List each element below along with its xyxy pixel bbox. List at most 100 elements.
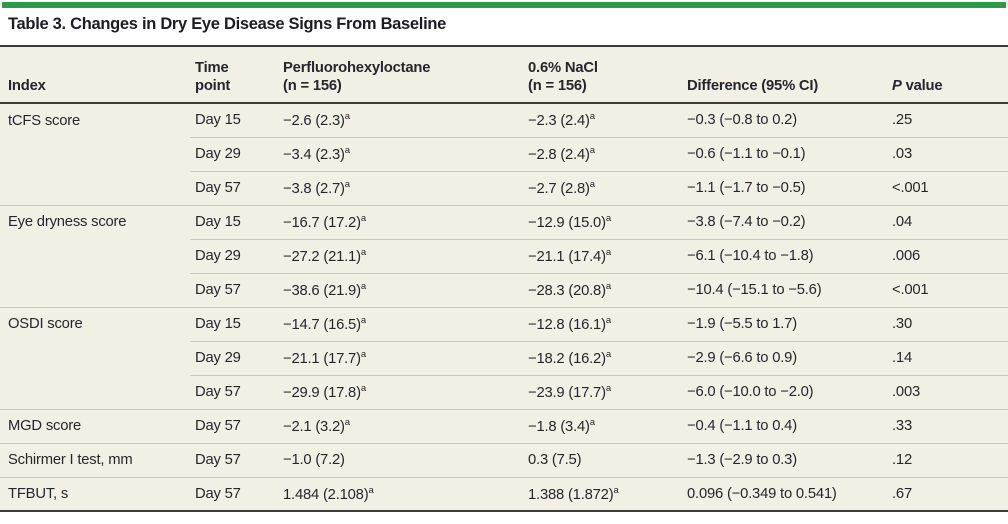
cell-nacl: −18.2 (16.2)a — [528, 340, 687, 375]
footnote-marker: a — [360, 281, 367, 293]
column-header-perfluorohexyloctane: Perfluorohexyloctane (n = 156) — [283, 47, 528, 104]
cell-index — [0, 171, 190, 205]
cell-index — [0, 239, 190, 273]
cell-p: <.001 — [892, 272, 1008, 307]
footnote-marker: a — [589, 417, 596, 429]
footnote-marker: a — [344, 145, 351, 157]
footnote-marker: a — [605, 247, 612, 259]
results-table: Index Time point Perfluorohexyloctane (n… — [0, 47, 1008, 512]
cell-index — [0, 375, 190, 409]
table-row: Day 29 −21.1 (17.7)a −18.2 (16.2)a −2.9 (−6… — [0, 340, 1008, 375]
cell-time: Day 15 — [190, 204, 283, 239]
cell-index — [0, 273, 190, 307]
footnote-marker: a — [344, 111, 351, 123]
accent-bar — [2, 2, 1006, 8]
cell-nacl: −2.7 (2.8)a — [528, 170, 687, 205]
table-row: TFBUT, s Day 57 1.484 (2.108)a 1.388 (1.872… — [0, 476, 1008, 511]
p-value-italic: P — [892, 77, 902, 94]
column-header-difference: Difference (95% CI) — [687, 47, 892, 104]
footnote-marker: a — [360, 213, 367, 225]
cell-nacl: −23.9 (17.7)a — [528, 374, 687, 409]
cell-p: .006 — [892, 238, 1008, 273]
footnote-marker: a — [368, 484, 374, 496]
table-row: Day 57 −3.8 (2.7)a −2.7 (2.8)a −1.1 (−1.7 t… — [0, 170, 1008, 205]
cell-p: .04 — [892, 204, 1008, 239]
cell-p: .30 — [892, 306, 1008, 341]
cell-p: <.001 — [892, 170, 1008, 205]
cell-index: OSDI score — [0, 306, 190, 341]
footnote-marker: a — [360, 315, 367, 327]
cell-nacl: −21.1 (17.4)a — [528, 238, 687, 273]
table-row: Eye dryness score Day 15 −16.7 (17.2)a −12.… — [0, 204, 1008, 239]
column-header-time-point: Time point — [190, 47, 283, 104]
cell-time: Day 29 — [190, 136, 283, 171]
cell-p: .14 — [892, 340, 1008, 375]
cell-index — [0, 341, 190, 375]
cell-time: Day 57 — [190, 170, 283, 205]
cell-index — [0, 137, 190, 171]
footnote-marker: a — [360, 383, 367, 395]
cell-p: .25 — [892, 112, 912, 129]
footnote-marker: a — [613, 484, 619, 496]
cell-diff: −3.8 (−7.4 to −0.2) — [687, 204, 892, 239]
table-row: tCFS score Day 15 −2.6 (2.3)a −2.3 (2.4)a −0… — [0, 103, 1008, 137]
footnote-marker: a — [605, 383, 612, 395]
cell-pfho: −2.6 (2.3)a — [283, 111, 351, 130]
cell-time: Day 57 — [190, 374, 283, 409]
cell-nacl: 0.3 (7.5) — [528, 442, 687, 477]
cell-pfho: −21.1 (17.7)a — [283, 340, 528, 375]
footnote-marker: a — [605, 315, 612, 327]
cell-diff: −0.6 (−1.1 to −0.1) — [687, 136, 892, 171]
cell-diff: −6.1 (−10.4 to −1.8) — [687, 238, 892, 273]
cell-pfho: −3.4 (2.3)a — [283, 136, 528, 171]
cell-time: Day 57 — [190, 476, 283, 511]
footnote-marker: a — [360, 247, 367, 259]
p-value-rest: value — [901, 77, 943, 94]
cell-diff: −1.9 (−5.5 to 1.7) — [687, 306, 892, 341]
cell-p: .03 — [892, 136, 1008, 171]
table-row: Day 29 −3.4 (2.3)a −2.8 (2.4)a −0.6 (−1.1 t… — [0, 136, 1008, 171]
cell-time: Day 15 — [195, 112, 241, 129]
cell-p: .67 — [892, 476, 1008, 511]
footnote-marker: a — [605, 281, 612, 293]
column-header-p-value: P value — [892, 47, 1008, 104]
cell-nacl: −2.3 (2.4)a — [528, 111, 596, 130]
cell-time: Day 29 — [190, 238, 283, 273]
cell-diff: −0.4 (−1.1 to 0.4) — [687, 408, 892, 443]
cell-p: .33 — [892, 408, 1008, 443]
cell-diff: −0.3 (−0.8 to 0.2) — [687, 112, 797, 129]
cell-diff: 0.096 (−0.349 to 0.541) — [687, 476, 892, 511]
cell-time: Day 57 — [190, 442, 283, 477]
footnote-marker: a — [344, 179, 351, 191]
cell-nacl: −1.8 (3.4)a — [528, 408, 687, 443]
cell-time: Day 15 — [190, 306, 283, 341]
cell-p: .12 — [892, 442, 1008, 477]
column-header-index: Index — [0, 47, 190, 104]
table-row: Day 57 −29.9 (17.8)a −23.9 (17.7)a −6.0 (−1… — [0, 374, 1008, 409]
cell-pfho: −29.9 (17.8)a — [283, 374, 528, 409]
cell-pfho: −2.1 (3.2)a — [283, 408, 528, 443]
title-rule — [0, 45, 1008, 47]
cell-pfho: −14.7 (16.5)a — [283, 306, 528, 341]
header-row: Index Time point Perfluorohexyloctane (n… — [0, 47, 1008, 104]
cell-diff: −10.4 (−15.1 to −5.6) — [687, 272, 892, 307]
cell-pfho: −16.7 (17.2)a — [283, 204, 528, 239]
cell-pfho: 1.484 (2.108)a — [283, 476, 528, 511]
cell-index: tCFS score — [8, 112, 80, 129]
cell-time: Day 57 — [190, 272, 283, 307]
cell-pfho: −3.8 (2.7)a — [283, 170, 528, 205]
cell-pfho: −1.0 (7.2) — [283, 442, 528, 477]
table-header: Index Time point Perfluorohexyloctane (n… — [0, 47, 1008, 104]
table-body: tCFS score Day 15 −2.6 (2.3)a −2.3 (2.4)a −0… — [0, 103, 1008, 511]
cell-nacl: −28.3 (20.8)a — [528, 272, 687, 307]
cell-diff: −1.1 (−1.7 to −0.5) — [687, 170, 892, 205]
column-header-nacl: 0.6% NaCl (n = 156) — [528, 47, 687, 104]
footnote-marker: a — [589, 111, 596, 123]
cell-nacl: −12.8 (16.1)a — [528, 306, 687, 341]
footnote-marker: a — [589, 145, 596, 157]
footnote-marker: a — [589, 179, 596, 191]
table-row: Day 57 −38.6 (21.9)a −28.3 (20.8)a −10.4 (−… — [0, 272, 1008, 307]
cell-index: Eye dryness score — [0, 204, 190, 239]
cell-diff: −2.9 (−6.6 to 0.9) — [687, 340, 892, 375]
